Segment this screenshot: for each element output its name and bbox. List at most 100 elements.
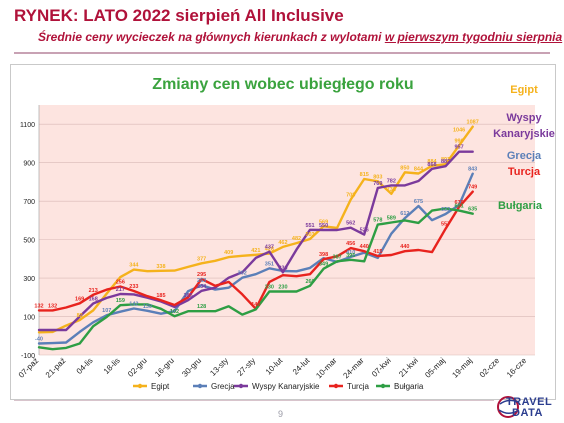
data-label: 395 bbox=[346, 253, 355, 259]
data-label: 168 bbox=[89, 296, 98, 302]
x-tick-label: 04-lis bbox=[75, 356, 95, 376]
data-label: 551 bbox=[305, 223, 314, 229]
data-label: 437 bbox=[265, 245, 274, 251]
data-label: 387 bbox=[333, 254, 342, 260]
legend-label: Bułgaria bbox=[394, 382, 424, 391]
travel-data-logo: TRAVEL DATA bbox=[494, 392, 558, 422]
data-label: 213 bbox=[89, 288, 98, 294]
data-label: 892 bbox=[441, 157, 450, 163]
data-label: 884 bbox=[427, 159, 437, 165]
data-label: 612 bbox=[400, 211, 409, 217]
data-label: 263 bbox=[197, 278, 206, 284]
x-tick-label: 21-kwi bbox=[397, 356, 420, 379]
data-label: 503 bbox=[305, 232, 314, 238]
data-label: 234 bbox=[197, 284, 207, 290]
logo-line-1: TRAVEL bbox=[506, 396, 553, 408]
slide-title: RYNEK: LATO 2022 sierpień All Inclusive bbox=[14, 6, 344, 25]
data-label: 421 bbox=[251, 248, 260, 254]
data-label: 957 bbox=[455, 145, 464, 151]
data-label: 844 bbox=[414, 166, 424, 172]
y-tick-label: 100 bbox=[23, 315, 35, 322]
x-tick-label: 13-sty bbox=[208, 356, 230, 378]
legend-marker bbox=[380, 383, 386, 389]
data-label: 409 bbox=[224, 250, 233, 256]
x-tick-label: 16-cze bbox=[505, 356, 529, 380]
data-label: 377 bbox=[197, 256, 206, 262]
data-label: 302 bbox=[238, 271, 247, 277]
data-label: 675 bbox=[414, 199, 423, 205]
data-label: 633 bbox=[441, 207, 450, 213]
series-end-label: Grecja bbox=[507, 150, 542, 162]
footer-divider bbox=[14, 400, 494, 401]
data-label: 410 bbox=[346, 250, 355, 256]
data-label: 569 bbox=[319, 219, 328, 225]
plot-area bbox=[39, 105, 535, 355]
x-tick-label: 24-mar bbox=[341, 356, 366, 381]
data-label: 107 bbox=[102, 308, 111, 314]
data-label: 344 bbox=[129, 263, 139, 269]
data-label: 749 bbox=[468, 185, 477, 191]
data-label: 351 bbox=[265, 261, 274, 267]
x-tick-label: 10-lut bbox=[264, 356, 285, 377]
y-tick-label: 700 bbox=[23, 199, 35, 206]
data-label: 233 bbox=[129, 284, 138, 290]
x-tick-label: 05-maj bbox=[423, 356, 447, 380]
x-tick-label: 16-gru bbox=[153, 356, 176, 379]
y-tick-label: 500 bbox=[23, 238, 35, 245]
x-tick-label: 10-mar bbox=[314, 356, 339, 381]
data-label: 526 bbox=[360, 228, 369, 234]
legend-label: Wyspy Kanaryjskie bbox=[252, 382, 320, 391]
data-label: 803 bbox=[373, 174, 382, 180]
data-label: 635 bbox=[468, 207, 477, 213]
y-tick-label: 900 bbox=[23, 161, 35, 168]
data-label: 338 bbox=[156, 264, 165, 270]
data-label: 670 bbox=[455, 200, 464, 206]
title-divider bbox=[14, 52, 550, 54]
data-label: 128 bbox=[197, 304, 206, 310]
chart-frame: Zmiany cen wobec ubiegłego roku -100 100 30… bbox=[10, 64, 556, 400]
legend-label: Egipt bbox=[151, 382, 170, 391]
x-tick-label: 02-cze bbox=[478, 356, 502, 380]
y-tick-label: 300 bbox=[23, 276, 35, 283]
data-label: 260 bbox=[305, 279, 314, 285]
data-label: 130 bbox=[143, 304, 152, 310]
slide-subtitle: Średnie ceny wycieczek na głównych kieru… bbox=[38, 30, 562, 44]
data-label: 349 bbox=[319, 262, 328, 268]
data-label: 882 bbox=[441, 159, 450, 165]
data-label: 815 bbox=[360, 172, 369, 178]
series-end-label: Egipt bbox=[510, 84, 538, 96]
data-label: 578 bbox=[373, 218, 382, 224]
data-label: 868 bbox=[427, 162, 436, 168]
data-label: 1087 bbox=[467, 120, 479, 126]
data-label: 295 bbox=[197, 272, 206, 278]
data-label: 456 bbox=[346, 241, 355, 247]
legend-label: Grecja bbox=[211, 382, 235, 391]
data-label: 230 bbox=[278, 285, 287, 291]
data-label: 562 bbox=[346, 221, 355, 227]
subtitle-underlined: w pierwszym tygodniu sierpnia bbox=[384, 30, 563, 44]
data-label: 102 bbox=[170, 309, 179, 315]
data-label: 169 bbox=[75, 296, 84, 302]
data-label: 440 bbox=[360, 244, 369, 250]
legend-marker bbox=[333, 383, 339, 389]
data-label: 440 bbox=[400, 244, 409, 250]
data-label: 185 bbox=[183, 293, 192, 299]
data-label: 330 bbox=[278, 265, 287, 271]
series-end-label: Wyspy bbox=[506, 112, 542, 124]
data-label: 415 bbox=[373, 249, 382, 255]
series-end-label: Bułgaria bbox=[498, 200, 543, 212]
data-label: 217 bbox=[116, 287, 125, 293]
data-label: 159 bbox=[116, 298, 125, 304]
data-label: 850 bbox=[400, 165, 409, 171]
legend-marker bbox=[197, 383, 203, 389]
data-label: 651 bbox=[455, 204, 464, 210]
data-label: 1046 bbox=[453, 128, 465, 134]
series-end-label: Kanaryjskie bbox=[493, 128, 555, 140]
x-tick-label: 18-lis bbox=[102, 356, 122, 376]
x-tick-label: 21-paź bbox=[44, 356, 68, 380]
data-label: 428 bbox=[265, 246, 274, 252]
data-label: 708 bbox=[346, 193, 355, 199]
x-tick-label: 07-kwi bbox=[370, 356, 393, 379]
data-label: 589 bbox=[387, 216, 396, 222]
x-tick-label: 02-gru bbox=[126, 356, 149, 379]
